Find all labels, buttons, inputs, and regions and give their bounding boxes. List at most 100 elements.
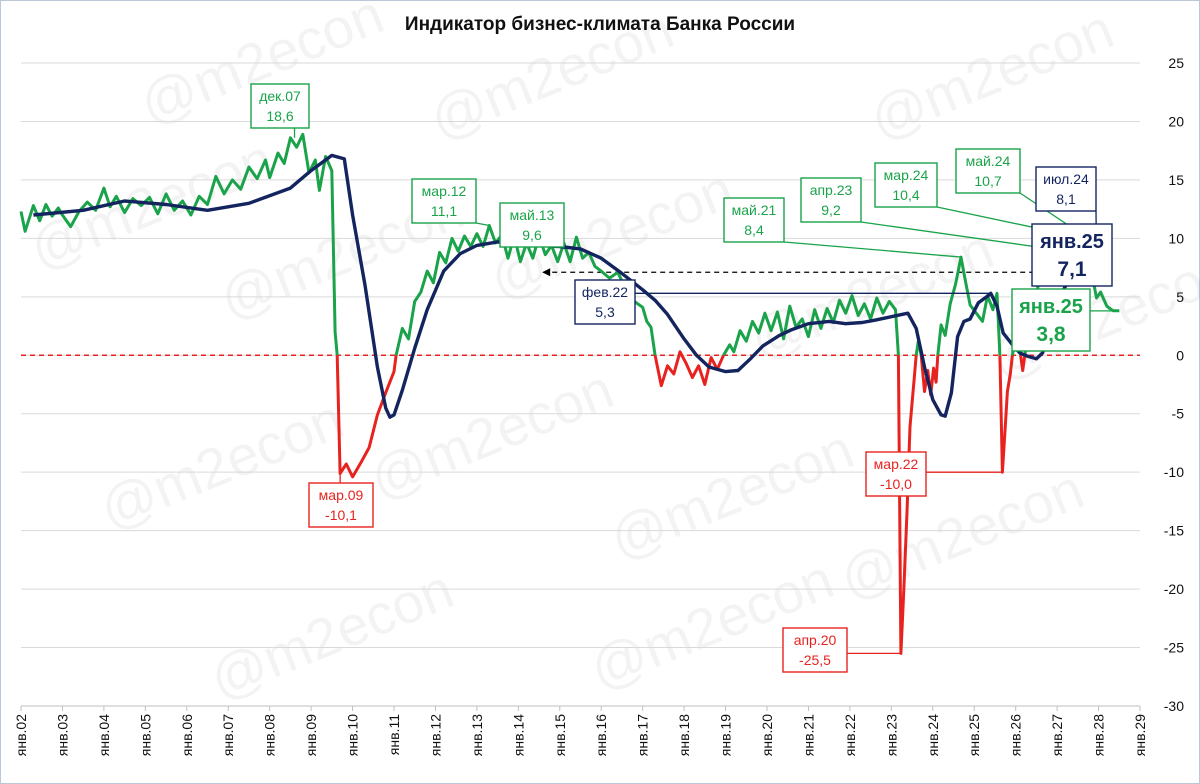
annotation-apr23: апр.23 9,2: [800, 177, 1043, 249]
negative-series-line: [998, 355, 1014, 474]
annotation-value: 9,2: [821, 202, 841, 218]
y-tick-label: -30: [1164, 698, 1184, 714]
y-tick-label: -20: [1164, 581, 1184, 597]
y-tick-label: -25: [1164, 640, 1184, 656]
annotation-date: фев.22: [582, 284, 628, 300]
x-tick-label: янв.02: [13, 714, 29, 756]
annotation-dec07: дек.07 18,6: [250, 83, 310, 138]
annotation-mar12: мар.12 11,1: [411, 178, 490, 227]
annotation-value: 5,3: [595, 304, 615, 320]
monthly-series-line: [394, 224, 657, 356]
x-tick-label: янв.17: [635, 714, 651, 756]
x-tick-label: янв.15: [552, 714, 568, 756]
x-tick-label: янв.10: [345, 714, 361, 756]
annotation-box: [308, 482, 374, 528]
x-tick-label: янв.26: [1008, 714, 1024, 756]
x-tick-label: янв.14: [510, 714, 526, 756]
annotation-value: -25,5: [799, 652, 831, 668]
annotation-may13: май.13 9,6: [499, 202, 565, 248]
x-tick-label: янв.09: [303, 714, 319, 756]
watermark-text: @m2econ: [601, 417, 862, 571]
annotation-mar24: мар.24 10,4: [874, 162, 1064, 235]
annotation-box: [782, 627, 848, 673]
x-tick-label: янв.25: [966, 714, 982, 756]
annotation-value: 3,8: [1036, 323, 1066, 346]
annotation-value: 7,1: [1057, 258, 1087, 281]
annotation-leader: [475, 222, 490, 227]
annotation-box: [250, 83, 310, 129]
x-tick-label: янв.13: [469, 714, 485, 756]
x-tick-label: янв.03: [54, 714, 70, 756]
annotation-date: апр.20: [794, 632, 837, 648]
reference-arrow: [542, 268, 551, 277]
annotation-box: [1035, 166, 1097, 212]
annotation-box: [955, 148, 1021, 194]
annotation-date: мар.24: [884, 167, 929, 183]
annotation-date: мар.12: [422, 183, 467, 199]
x-tick-label: янв.21: [800, 714, 816, 756]
x-tick-label: янв.08: [262, 714, 278, 756]
annotation-date: июл.24: [1043, 171, 1089, 187]
annotation-leader: [860, 221, 1043, 249]
annotation-box: [723, 197, 785, 243]
monthly-series-line: [936, 255, 1002, 356]
annotation-date: апр.23: [810, 182, 853, 198]
watermark-text: @m2econ: [201, 557, 462, 711]
annotation-mar22: мар.22 -10,0: [865, 451, 1003, 497]
x-tick-label: янв.19: [718, 714, 734, 756]
x-tick-label: янв.22: [842, 714, 858, 756]
x-tick-label: янв.18: [676, 714, 692, 756]
annotation-value: 8,1: [1056, 191, 1076, 207]
negative-series-line: [896, 355, 918, 655]
y-tick-label: 10: [1168, 230, 1184, 246]
x-tick-label: янв.04: [96, 714, 112, 756]
watermark-text: @m2econ: [861, 0, 1122, 151]
x-tick-label: янв.05: [137, 714, 153, 756]
x-tick-label: янв.28: [1091, 714, 1107, 756]
x-tick-label: янв.29: [1132, 714, 1148, 756]
annotation-box: [800, 177, 862, 223]
watermark-text: @m2econ: [421, 0, 682, 151]
y-tick-label: -10: [1164, 464, 1184, 480]
annotation-date: мар.09: [319, 487, 364, 503]
y-tick-label: 25: [1168, 55, 1184, 71]
annotation-box: [1031, 223, 1113, 287]
x-tick-label: янв.07: [220, 714, 236, 756]
annotation-leader: [783, 241, 962, 258]
annotation-value: 9,6: [522, 227, 542, 243]
annotation-jul24: июл.24 8,1: [1035, 166, 1098, 261]
y-tick-label: 5: [1176, 289, 1184, 305]
x-tick-label: янв.11: [386, 714, 402, 755]
y-tick-label: 15: [1168, 172, 1184, 188]
annotation-may21: май.21 8,4: [723, 197, 962, 258]
annotation-feb22: фев.22 5,3: [574, 279, 991, 325]
y-tick-label: 20: [1168, 113, 1184, 129]
annotation-value: -10,0: [880, 476, 912, 492]
watermark-text: @m2econ: [361, 357, 622, 511]
annotation-value: -10,1: [325, 507, 357, 523]
annotation-apr20: апр.20 -25,5: [782, 627, 901, 673]
annotation-date: май.21: [732, 202, 777, 218]
annotation-jan25g: янв.25 3,8: [1011, 288, 1120, 352]
watermark-text: @m2econ: [581, 547, 842, 701]
annotation-value: 10,4: [892, 187, 919, 203]
annotation-box: [411, 178, 477, 224]
x-tick-label: янв.20: [759, 714, 775, 756]
y-tick-label: 0: [1176, 347, 1184, 363]
x-tick-label: янв.06: [179, 714, 195, 756]
annotation-box: [574, 279, 636, 325]
x-tick-label: янв.24: [925, 714, 941, 756]
annotation-value: 10,7: [974, 173, 1001, 189]
annotation-jan25t: янв.25 7,1: [1031, 223, 1113, 287]
annotation-date: май.13: [510, 207, 555, 223]
annotation-date: янв.25: [1039, 231, 1104, 253]
annotation-box: [1011, 288, 1091, 352]
annotation-date: янв.25: [1018, 296, 1083, 318]
x-tick-label: янв.12: [427, 714, 443, 756]
annotation-mar09: мар.09 -10,1: [308, 473, 374, 528]
annotation-value: 18,6: [266, 108, 293, 124]
x-tick-label: янв.23: [883, 714, 899, 756]
annotation-value: 8,4: [744, 222, 764, 238]
chart-title: Индикатор бизнес-климата Банка России: [404, 14, 796, 35]
annotation-date: мар.22: [874, 456, 919, 472]
